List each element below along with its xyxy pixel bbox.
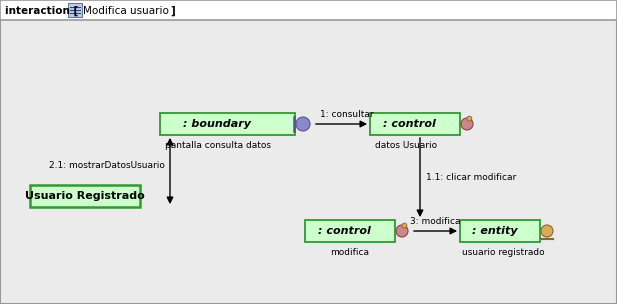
Text: : control: : control — [383, 119, 436, 129]
FancyBboxPatch shape — [305, 220, 395, 242]
Text: Modifica usuario: Modifica usuario — [83, 6, 169, 16]
Text: Usuario Registrado: Usuario Registrado — [25, 191, 145, 201]
Text: 2.1: mostrarDatosUsuario: 2.1: mostrarDatosUsuario — [49, 161, 165, 171]
Text: pantalla consulta datos: pantalla consulta datos — [165, 141, 271, 150]
Circle shape — [396, 225, 408, 237]
Text: ]: ] — [170, 6, 175, 16]
Text: usuario registrado: usuario registrado — [462, 248, 545, 257]
Text: : control: : control — [318, 226, 371, 236]
Circle shape — [402, 223, 407, 228]
Text: 3: modifica: 3: modifica — [410, 217, 461, 226]
Circle shape — [541, 225, 553, 237]
Text: 1: consultar: 1: consultar — [320, 110, 373, 119]
FancyBboxPatch shape — [160, 113, 295, 135]
Text: modifica: modifica — [331, 248, 370, 257]
Text: datos Usuario: datos Usuario — [375, 141, 437, 150]
Circle shape — [296, 117, 310, 131]
Text: interaction [: interaction [ — [5, 6, 78, 16]
FancyBboxPatch shape — [0, 0, 617, 20]
Circle shape — [467, 116, 472, 121]
FancyBboxPatch shape — [460, 220, 540, 242]
FancyBboxPatch shape — [68, 3, 82, 17]
FancyBboxPatch shape — [30, 185, 140, 207]
Text: : entity: : entity — [473, 226, 518, 236]
Text: 1.1: clicar modificar: 1.1: clicar modificar — [426, 173, 516, 182]
Text: : boundary: : boundary — [183, 119, 251, 129]
FancyBboxPatch shape — [370, 113, 460, 135]
Circle shape — [461, 118, 473, 130]
